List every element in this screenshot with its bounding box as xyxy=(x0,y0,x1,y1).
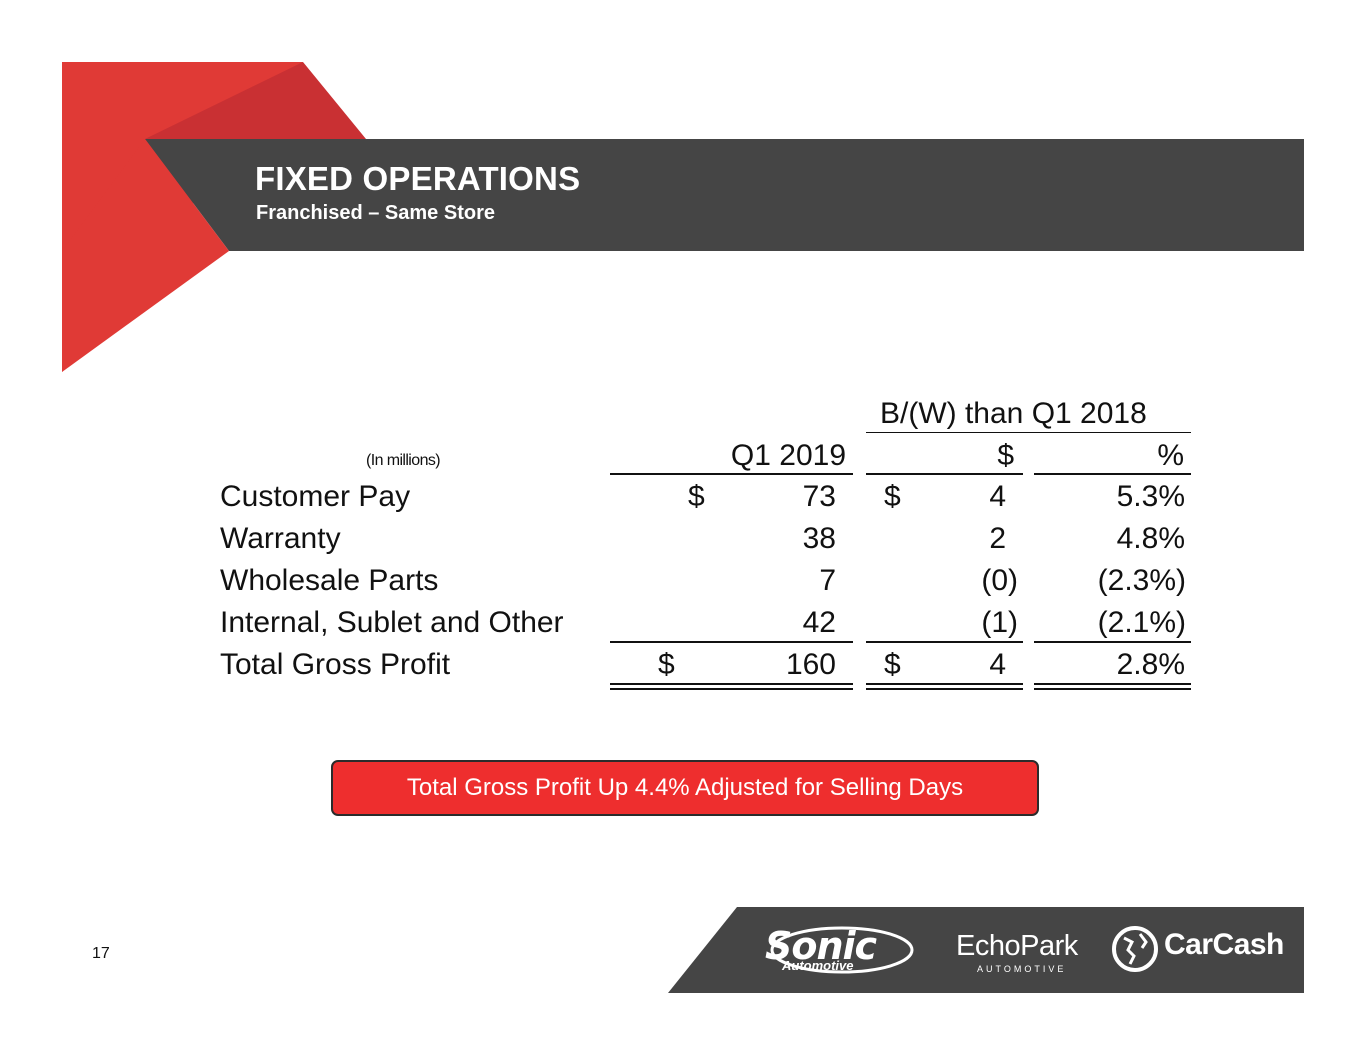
row-dollar-change: (1) xyxy=(981,606,1018,639)
row-q1-value: 73 xyxy=(802,480,836,513)
header-rule-pct xyxy=(1034,473,1191,475)
double-rule-q1-top xyxy=(610,683,853,685)
row-pct-change: (2.1%) xyxy=(1097,606,1186,639)
double-rule-dollar-bottom xyxy=(866,688,1023,690)
header-rule-dollar xyxy=(866,473,1023,475)
row-label: Internal, Sublet and Other xyxy=(220,606,564,639)
row-q1-value: 38 xyxy=(802,522,836,555)
row-dollar-change: 4 xyxy=(989,480,1006,513)
total-currency-2: $ xyxy=(884,648,901,681)
row-q1-value: 7 xyxy=(819,564,836,597)
red-band-overlap xyxy=(145,62,366,139)
row-pct-change: 4.8% xyxy=(1116,522,1185,555)
row-dollar-change: (0) xyxy=(981,564,1018,597)
red-wedge xyxy=(62,139,229,372)
echopark-logo: EchoPark xyxy=(956,930,1078,962)
total-dollar-change: 4 xyxy=(989,648,1006,681)
row-currency: $ xyxy=(688,480,705,513)
double-rule-q1-bottom xyxy=(610,688,853,690)
double-rule-pct-bottom xyxy=(1034,688,1191,690)
double-rule-pct-top xyxy=(1034,683,1191,685)
row-q1-value: 42 xyxy=(802,606,836,639)
col-header-dollar: $ xyxy=(997,439,1014,472)
row-label: Wholesale Parts xyxy=(220,564,439,597)
double-rule-dollar-top xyxy=(866,683,1023,685)
group-header: B/(W) than Q1 2018 xyxy=(880,397,1147,430)
sonic-logo-sub: Automotive xyxy=(782,958,854,973)
row-currency-2: $ xyxy=(884,480,901,513)
row-label: Customer Pay xyxy=(220,480,411,513)
carcash-globe-icon xyxy=(1112,926,1158,972)
subtotal-rule-q1 xyxy=(610,641,853,643)
carcash-logo: CarCash xyxy=(1164,928,1284,961)
sonic-logo-swoosh xyxy=(770,926,914,974)
header-band xyxy=(145,139,1304,251)
callout-banner: Total Gross Profit Up 4.4% Adjusted for … xyxy=(331,760,1039,816)
page-number: 17 xyxy=(92,945,110,962)
col-header-pct: % xyxy=(1157,439,1184,472)
total-label: Total Gross Profit xyxy=(220,648,451,681)
echopark-logo-sub: AUTOMOTIVE xyxy=(977,964,1067,974)
col-header-q1-2019: Q1 2019 xyxy=(730,439,846,472)
page-title: FIXED OPERATIONS xyxy=(255,160,581,197)
row-dollar-change: 2 xyxy=(989,522,1006,555)
group-header-rule xyxy=(866,432,1191,433)
total-currency: $ xyxy=(658,648,675,681)
subtotal-rule-dollar xyxy=(866,641,1023,643)
page-subtitle: Franchised – Same Store xyxy=(256,202,495,224)
units-label: (In millions) xyxy=(366,452,441,469)
row-label: Warranty xyxy=(220,522,341,555)
subtotal-rule-pct xyxy=(1034,641,1191,643)
row-pct-change: (2.3%) xyxy=(1097,564,1186,597)
row-pct-change: 5.3% xyxy=(1116,480,1185,513)
total-pct-change: 2.8% xyxy=(1116,648,1185,681)
total-q1-value: 160 xyxy=(785,648,836,681)
header-rule-q1 xyxy=(610,473,853,475)
